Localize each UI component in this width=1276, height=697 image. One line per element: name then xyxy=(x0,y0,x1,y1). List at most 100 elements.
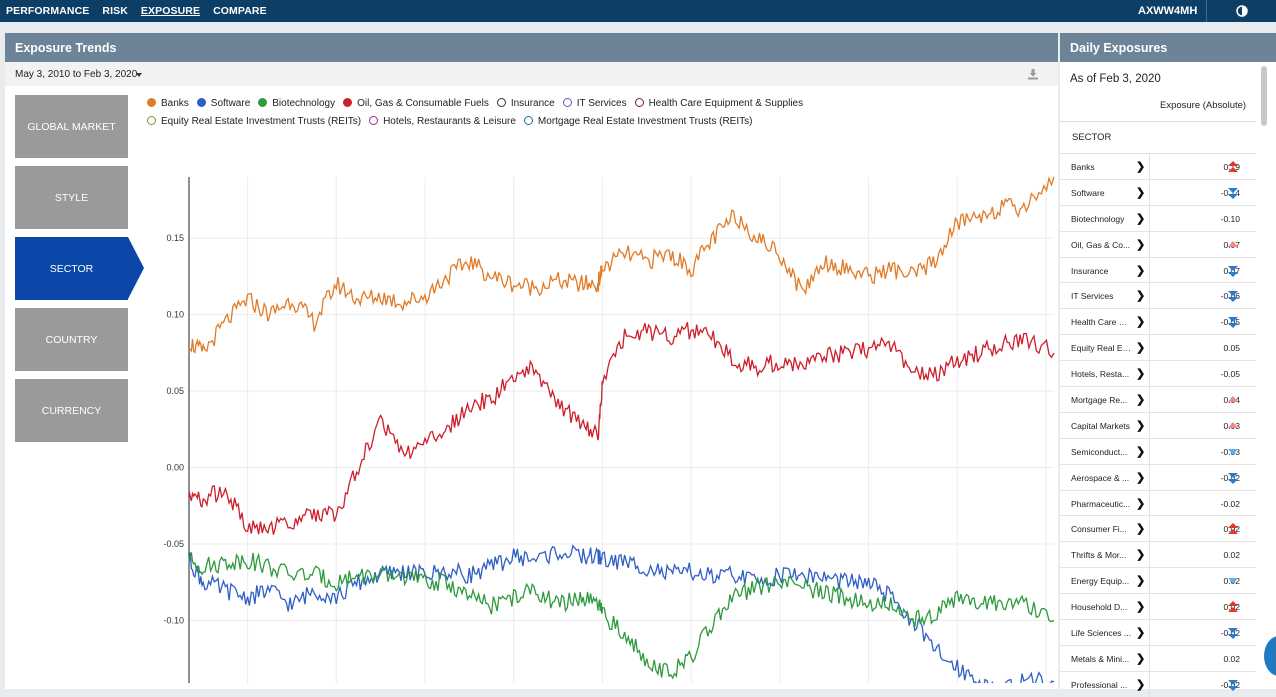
table-row[interactable]: Banks ❯ 0.19 xyxy=(1060,153,1256,179)
table-row[interactable]: Hotels, Resta... ❯ -0.05 xyxy=(1060,360,1256,387)
chevron-right-icon[interactable]: ❯ xyxy=(1136,419,1146,432)
help-chat-icon[interactable] xyxy=(1264,636,1276,676)
table-row[interactable]: Health Care E... ❯ -0.05 xyxy=(1060,308,1256,335)
chevron-right-icon[interactable]: ❯ xyxy=(1136,264,1146,277)
chevron-right-icon[interactable]: ❯ xyxy=(1136,652,1146,665)
sector-button[interactable]: SECTOR xyxy=(15,237,144,300)
row-value: -0.05 xyxy=(1220,317,1240,328)
style-button[interactable]: STYLE xyxy=(15,166,128,229)
legend-item[interactable]: Hotels, Restaurants & Leisure xyxy=(369,113,516,131)
chevron-right-icon[interactable]: ❯ xyxy=(1136,161,1146,173)
table-row[interactable]: Household D... ❯ 0.02 xyxy=(1060,593,1256,620)
chevron-right-icon[interactable]: ❯ xyxy=(1136,678,1146,691)
table-row[interactable]: Consumer Fi... ❯ 0.02 xyxy=(1060,515,1256,542)
chevron-right-icon[interactable]: ❯ xyxy=(1136,368,1146,381)
row-name: Oil, Gas & Co... xyxy=(1071,239,1131,250)
row-name: Life Sciences ... xyxy=(1071,628,1131,639)
chevron-right-icon[interactable]: ❯ xyxy=(1136,549,1146,562)
row-value: -0.02 xyxy=(1220,498,1240,509)
as-of-date: As of Feb 3, 2020 xyxy=(1070,73,1161,85)
date-range-select[interactable]: May 3, 2010 to Feb 3, 2020 xyxy=(15,69,138,80)
legend-item[interactable]: Health Care Equipment & Supplies xyxy=(634,95,803,113)
table-row[interactable]: Capital Markets❯0.03 xyxy=(1060,411,1256,438)
nav-risk[interactable]: RISK xyxy=(102,5,128,17)
legend-marker-icon xyxy=(147,116,156,125)
row-value: -0.02 xyxy=(1220,679,1240,690)
trend-arrow-icon xyxy=(1228,601,1238,613)
contrast-toggle-icon[interactable] xyxy=(1236,5,1248,17)
legend-item[interactable]: Insurance xyxy=(496,95,555,113)
divider xyxy=(1149,542,1150,568)
section-label: SECTOR xyxy=(1072,132,1112,143)
table-row[interactable]: Professional ... ❯ -0.02 xyxy=(1060,670,1256,697)
legend-marker-icon xyxy=(369,116,379,125)
series-line xyxy=(188,175,1055,354)
divider xyxy=(1060,121,1256,122)
row-value: -0.03 xyxy=(1220,446,1240,457)
table-row[interactable]: Energy Equip...❯0.02 xyxy=(1060,567,1256,594)
chevron-right-icon[interactable]: ❯ xyxy=(1136,523,1146,536)
y-tick-label: -0.05 xyxy=(163,539,184,549)
scrollbar-thumb[interactable] xyxy=(1261,66,1267,126)
row-name: Pharmaceutic... xyxy=(1071,498,1131,509)
divider xyxy=(1149,361,1150,387)
global-market-button[interactable]: GLOBAL MARKET xyxy=(15,95,128,158)
legend-label: Equity Real Estate Investment Trusts (RE… xyxy=(161,116,362,127)
download-icon[interactable] xyxy=(1027,68,1039,80)
chevron-right-icon[interactable]: ❯ xyxy=(1136,212,1146,225)
table-row[interactable]: Life Sciences ... ❯ -0.02 xyxy=(1060,619,1256,645)
table-row[interactable]: Metals & Mini... ❯ 0.02 xyxy=(1060,644,1256,671)
row-value: -0.02 xyxy=(1220,628,1240,639)
legend-item[interactable]: Oil, Gas & Consumable Fuels xyxy=(343,95,489,113)
nav-compare[interactable]: COMPARE xyxy=(213,5,267,17)
row-name: Capital Markets xyxy=(1071,420,1131,431)
divider xyxy=(1149,671,1150,697)
caret-down-icon[interactable] xyxy=(136,73,142,77)
currency-button[interactable]: CURRENCY xyxy=(15,379,128,442)
table-row[interactable]: IT Services ❯ -0.06 xyxy=(1060,282,1256,309)
table-row[interactable]: Pharmaceutic... ❯ -0.02 xyxy=(1060,489,1256,516)
chevron-right-icon[interactable]: ❯ xyxy=(1136,601,1146,614)
legend-item[interactable]: IT Services xyxy=(562,95,627,113)
table-row[interactable]: Biotechnology ❯ -0.10 xyxy=(1060,204,1256,231)
trend-arrow-icon xyxy=(1228,523,1238,535)
divider xyxy=(1149,335,1150,361)
row-name: Biotechnology xyxy=(1071,213,1125,224)
chevron-right-icon[interactable]: ❯ xyxy=(1136,342,1146,355)
scrollbar[interactable] xyxy=(1260,62,1268,682)
table-row[interactable]: Semiconduct... ❯ -0.03 xyxy=(1060,437,1256,464)
account-id[interactable]: AXWW4MH xyxy=(1138,5,1198,17)
nav-performance[interactable]: PERFORMANCE xyxy=(6,5,90,17)
legend-item[interactable]: Biotechnology xyxy=(258,95,335,113)
trend-arrow-icon xyxy=(1228,628,1238,640)
table-row[interactable]: Insurance ❯ 0.07 xyxy=(1060,256,1256,283)
legend-label: Banks xyxy=(161,98,189,109)
chevron-right-icon[interactable]: ❯ xyxy=(1136,575,1146,588)
table-row[interactable]: Oil, Gas & Co...❯0.07 xyxy=(1060,230,1256,257)
chevron-right-icon[interactable]: ❯ xyxy=(1136,238,1146,251)
country-button[interactable]: COUNTRY xyxy=(15,308,128,371)
table-row[interactable]: Mortgage Re...❯0.04 xyxy=(1060,386,1256,412)
legend-item[interactable]: Mortgage Real Estate Investment Trusts (… xyxy=(523,113,752,131)
legend-item[interactable]: Banks xyxy=(147,95,189,113)
row-value: 0.07 xyxy=(1223,265,1240,276)
row-name: Banks xyxy=(1071,162,1095,172)
chevron-right-icon[interactable]: ❯ xyxy=(1136,290,1146,303)
table-row[interactable]: Thrifts & Mor... ❯ 0.02 xyxy=(1060,541,1256,568)
chevron-right-icon[interactable]: ❯ xyxy=(1136,471,1146,484)
legend-marker-icon xyxy=(258,98,268,107)
table-row[interactable]: Aerospace & ... ❯ -0.02 xyxy=(1060,463,1256,490)
chevron-right-icon[interactable]: ❯ xyxy=(1136,497,1146,510)
row-name: Metals & Mini... xyxy=(1071,653,1130,664)
nav-exposure[interactable]: EXPOSURE xyxy=(140,5,201,17)
chevron-right-icon[interactable]: ❯ xyxy=(1136,445,1146,458)
table-row[interactable]: Equity Real Es... ❯ 0.05 xyxy=(1060,334,1256,361)
chevron-right-icon[interactable]: ❯ xyxy=(1136,316,1146,329)
divider xyxy=(1206,0,1207,22)
legend-item[interactable]: Software xyxy=(196,95,250,113)
chevron-right-icon[interactable]: ❯ xyxy=(1136,186,1146,199)
table-row[interactable]: Software ❯ -0.14 xyxy=(1060,178,1256,205)
legend-item[interactable]: Equity Real Estate Investment Trusts (RE… xyxy=(147,113,361,131)
chevron-right-icon[interactable]: ❯ xyxy=(1136,394,1146,407)
chevron-right-icon[interactable]: ❯ xyxy=(1136,627,1146,640)
